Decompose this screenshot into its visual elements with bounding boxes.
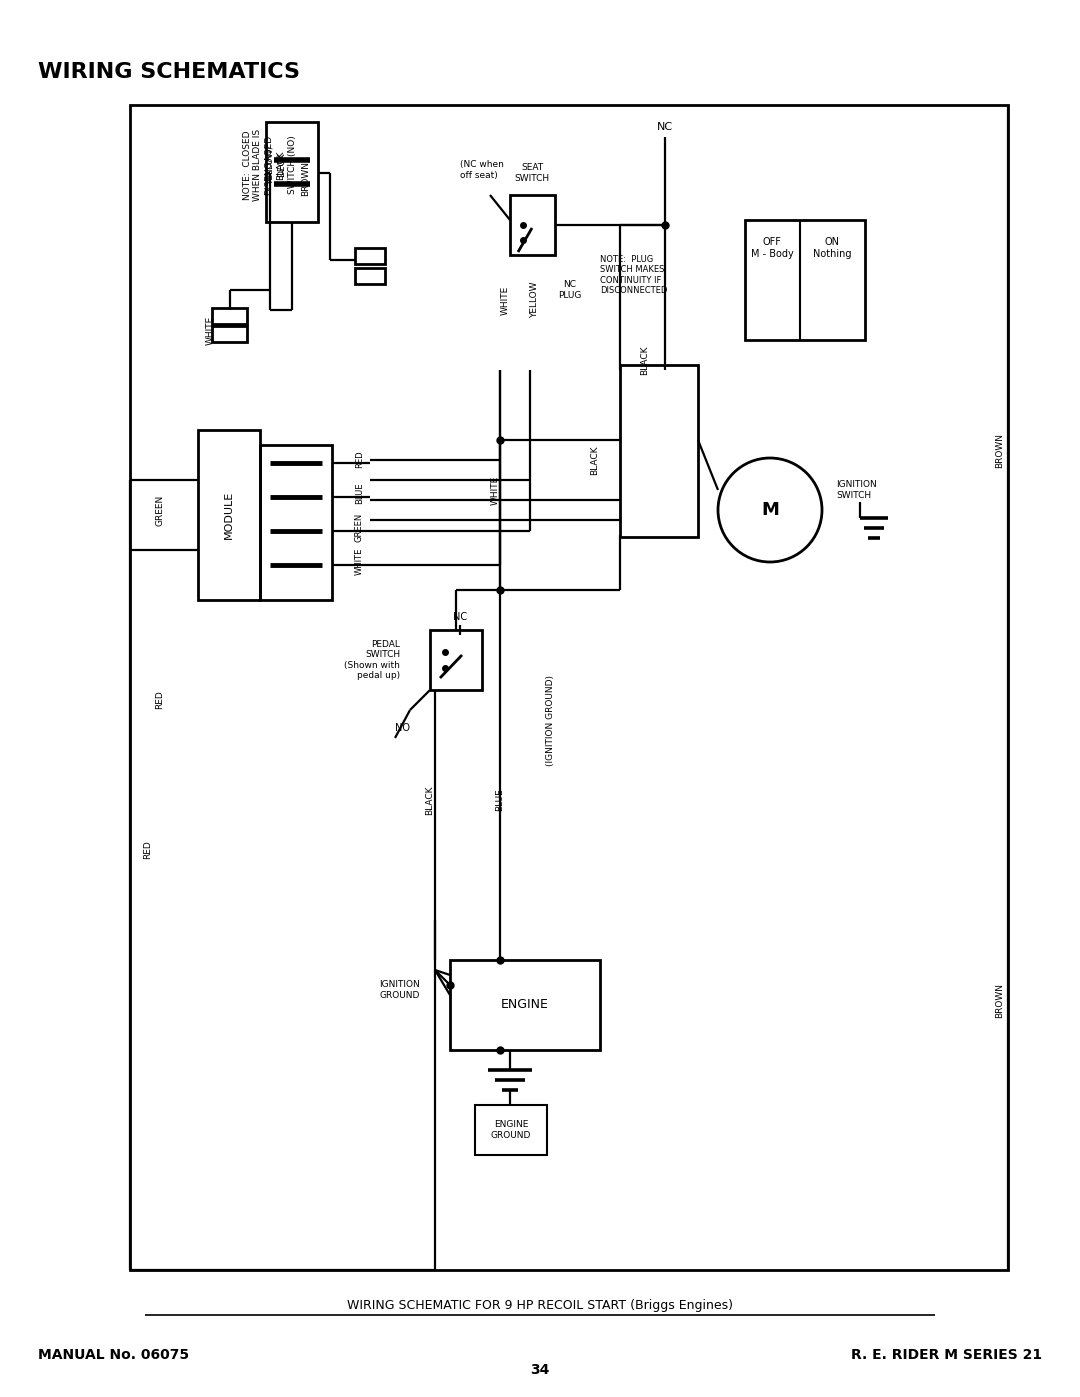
Bar — [620, 365, 698, 536]
Text: PEDAL
SWITCH
(Shown with
pedal up): PEDAL SWITCH (Shown with pedal up) — [345, 640, 400, 680]
Text: NO: NO — [395, 724, 410, 733]
Text: ENGINE
GROUND: ENGINE GROUND — [490, 1120, 531, 1140]
Text: BLACK: BLACK — [426, 785, 434, 814]
Text: RED: RED — [156, 690, 164, 710]
Bar — [260, 446, 332, 599]
Bar — [130, 105, 1008, 1270]
Bar — [450, 960, 600, 1051]
Text: IGNITION
GROUND: IGNITION GROUND — [379, 981, 420, 1000]
Bar — [475, 1105, 546, 1155]
Bar — [510, 196, 555, 256]
Text: MANUAL No. 06075: MANUAL No. 06075 — [38, 1348, 189, 1362]
Bar — [355, 249, 384, 264]
Bar — [745, 219, 865, 339]
Text: SEAT
SWITCH: SEAT SWITCH — [514, 163, 550, 183]
Text: NC: NC — [657, 122, 673, 131]
Text: BROWN: BROWN — [996, 433, 1004, 468]
Text: WHITE: WHITE — [205, 316, 215, 345]
Text: NOTE:  CLOSED
WHEN BLADE IS
DISENGAGED: NOTE: CLOSED WHEN BLADE IS DISENGAGED — [243, 129, 273, 201]
Text: RED: RED — [144, 841, 152, 859]
Text: R. E. RIDER M SERIES 21: R. E. RIDER M SERIES 21 — [851, 1348, 1042, 1362]
Text: NC
PLUG: NC PLUG — [558, 281, 582, 300]
Text: YELLOW/
BLACK: YELLOW/ BLACK — [266, 145, 285, 184]
Text: WHITE: WHITE — [500, 285, 510, 314]
Text: DECK
SWITCH (NO): DECK SWITCH (NO) — [278, 136, 297, 194]
Text: BLUE: BLUE — [355, 482, 364, 504]
Text: YELLOW: YELLOW — [530, 282, 540, 319]
Text: ENGINE: ENGINE — [501, 999, 549, 1011]
Text: 34: 34 — [530, 1363, 550, 1377]
Text: IGNITION
SWITCH: IGNITION SWITCH — [836, 481, 877, 500]
Text: WIRING SCHEMATIC FOR 9 HP RECOIL START (Briggs Engines): WIRING SCHEMATIC FOR 9 HP RECOIL START (… — [347, 1298, 733, 1312]
Text: (NC when
off seat): (NC when off seat) — [460, 161, 504, 180]
Bar — [266, 122, 318, 222]
Text: GREEN: GREEN — [156, 495, 164, 525]
Text: WIRING SCHEMATICS: WIRING SCHEMATICS — [38, 61, 300, 82]
Text: WHITE: WHITE — [355, 548, 364, 574]
Text: BROWN: BROWN — [996, 982, 1004, 1017]
Text: BLACK: BLACK — [591, 446, 599, 475]
Text: OFF
M - Body: OFF M - Body — [751, 237, 794, 258]
Bar — [212, 326, 247, 342]
Text: GREEN: GREEN — [355, 513, 364, 542]
Bar — [355, 268, 384, 284]
Bar — [430, 630, 482, 690]
Text: MODULE: MODULE — [224, 490, 234, 539]
Text: BROWN: BROWN — [301, 161, 311, 196]
Text: BLACK: BLACK — [640, 345, 649, 374]
Text: ON
Nothing: ON Nothing — [813, 237, 851, 258]
Text: M: M — [761, 502, 779, 520]
Text: NOTE:  PLUG
SWITCH MAKES
CONTINUITY IF
DISCONNECTED: NOTE: PLUG SWITCH MAKES CONTINUITY IF DI… — [600, 256, 667, 295]
Text: NC: NC — [453, 612, 467, 622]
Text: (IGNITION GROUND): (IGNITION GROUND) — [545, 675, 554, 766]
Bar — [198, 430, 260, 599]
Text: BLUE: BLUE — [496, 789, 504, 812]
Text: WHITE: WHITE — [490, 475, 499, 504]
Bar — [212, 307, 247, 324]
Text: RED: RED — [355, 450, 364, 468]
